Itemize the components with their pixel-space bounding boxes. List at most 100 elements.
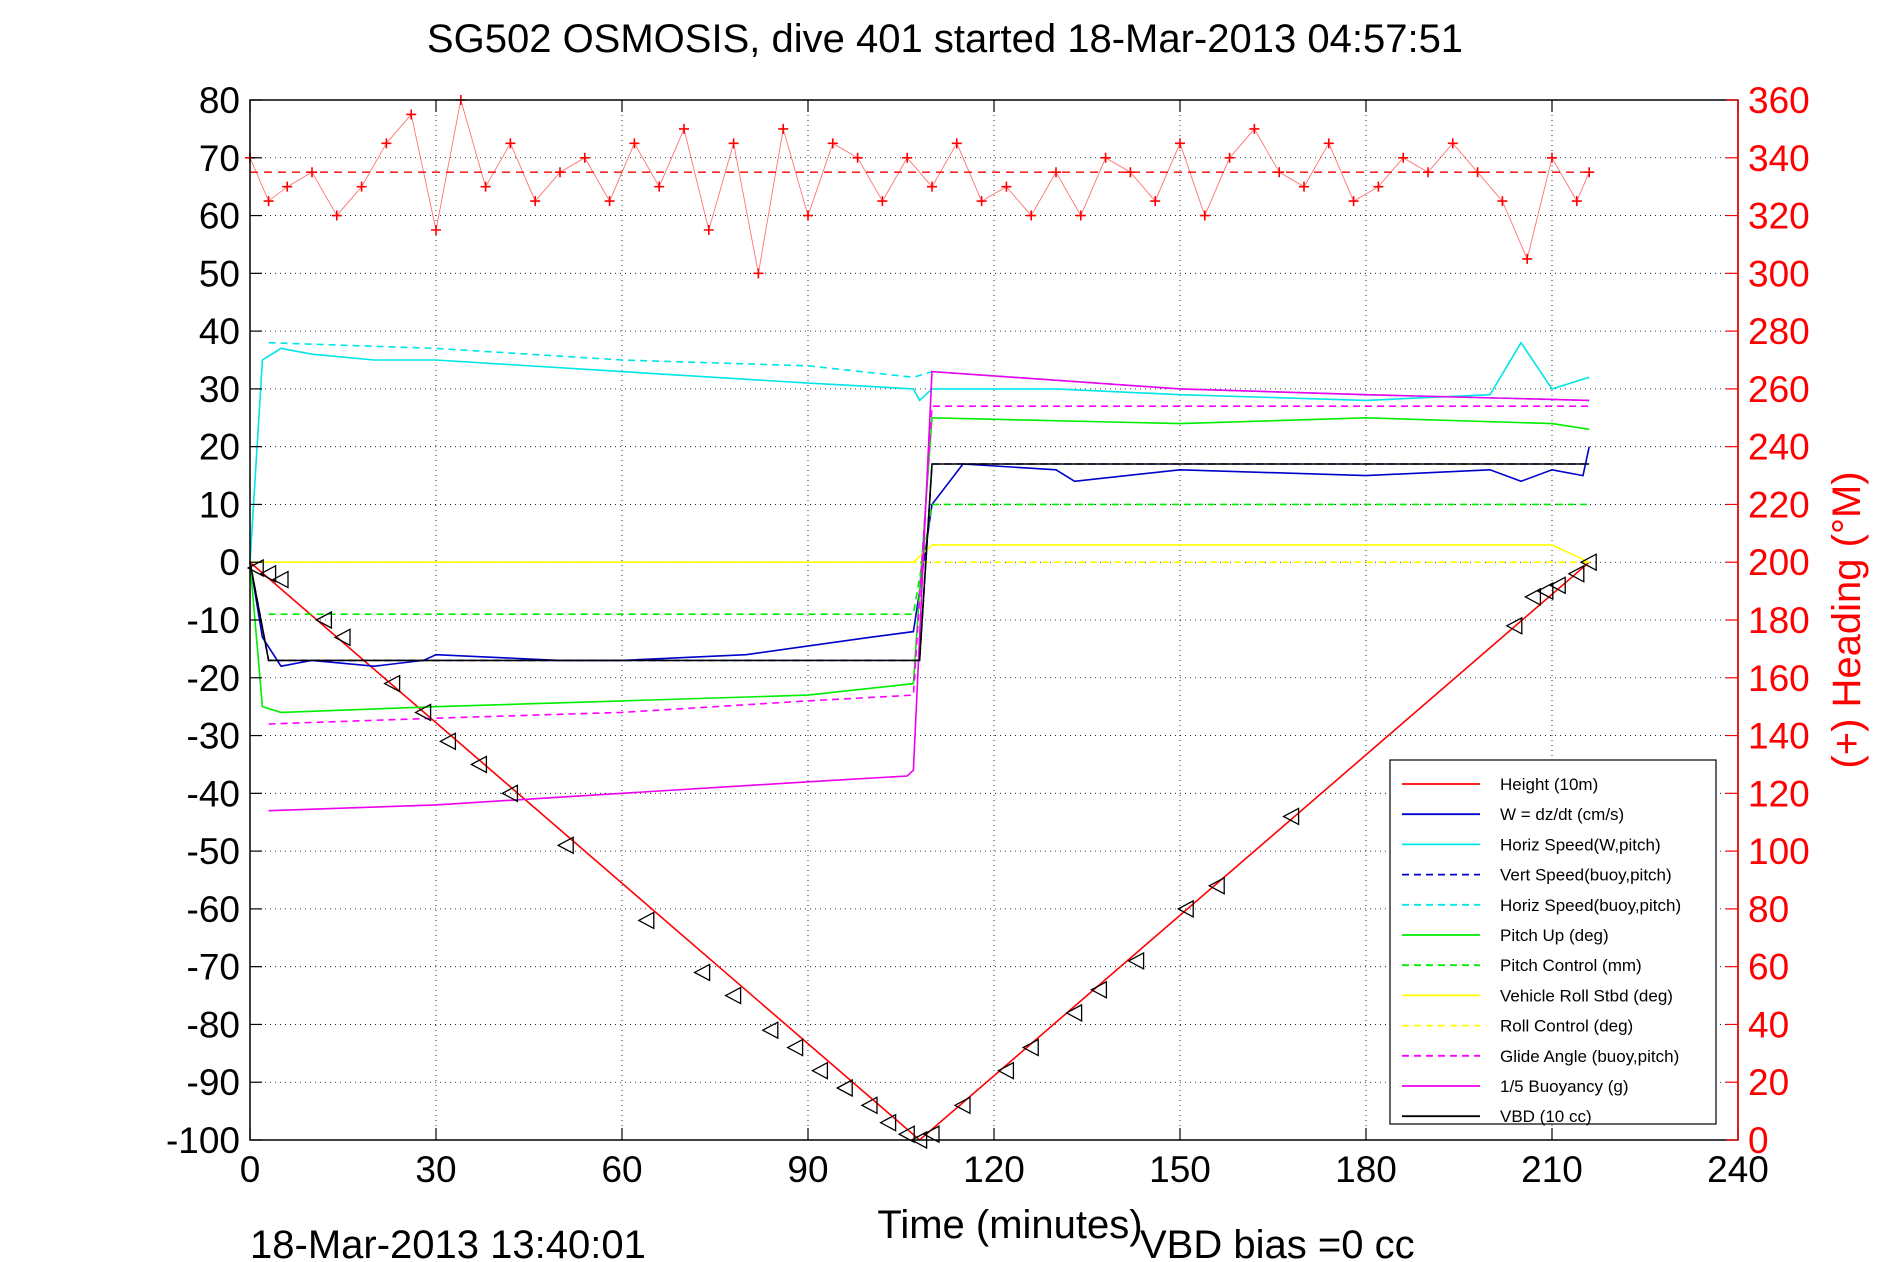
legend-label-4: Horiz Speed(buoy,pitch) (1500, 896, 1681, 915)
y2-tick-label: 220 (1748, 484, 1810, 525)
heading-point (530, 196, 541, 207)
x-tick-label: 150 (1149, 1149, 1211, 1190)
y-tick-label: 70 (199, 138, 240, 179)
heading-point (778, 123, 789, 134)
y2-tick-label: 320 (1748, 196, 1810, 237)
series-line-11 (249, 463, 1590, 662)
legend-label-10: 1/5 Buoyancy (g) (1500, 1077, 1629, 1096)
y2-tick-label: 60 (1748, 947, 1789, 988)
y2-tick-label: 100 (1748, 831, 1810, 872)
height-marker (786, 1038, 804, 1057)
heading-point (1299, 181, 1309, 192)
heading-point (555, 167, 565, 178)
legend-label-11: VBD (10 cc) (1500, 1107, 1592, 1126)
series-line-10 (268, 370, 1590, 812)
heading-point (1447, 138, 1458, 149)
heading-point (703, 225, 714, 235)
legend: Height (10m) W = dz/dt (cm/s) Horiz Speed(… (1389, 759, 1717, 1126)
y2-tick-label: 280 (1748, 311, 1810, 352)
series-line-7 (250, 544, 1590, 564)
y-tick-label: -90 (187, 1062, 240, 1103)
heading-point (1051, 167, 1061, 178)
y2-tick-label: 240 (1748, 427, 1810, 468)
x-tick-label: 60 (601, 1149, 642, 1190)
height-marker (1282, 807, 1300, 826)
height-marker (383, 674, 401, 693)
legend-label-1: W = dz/dt (cm/s) (1500, 805, 1624, 824)
heading-point (579, 152, 590, 163)
heading-point (1522, 253, 1533, 264)
y2-tick-label: 140 (1748, 716, 1810, 757)
series-layer (249, 341, 1590, 1142)
heading-point (654, 181, 665, 192)
height-marker (333, 628, 351, 647)
height-marker (556, 836, 574, 855)
heading-point (480, 181, 491, 192)
series-line-9 (268, 405, 1590, 725)
heading-point (1398, 152, 1409, 163)
legend-label-6: Pitch Control (mm) (1500, 956, 1642, 975)
heading-point (1373, 181, 1384, 192)
y-tick-labels: 80 70 60 50 40 30 20 10 0 -10 -20 -30 -40 -50 -60 -70 -8… (166, 80, 262, 1161)
heading-point (951, 138, 962, 149)
height-marker (761, 1021, 779, 1040)
height-marker (1090, 980, 1108, 999)
heading-point (1323, 138, 1334, 149)
y-tick-label: 50 (199, 253, 240, 294)
heading-point (1150, 196, 1161, 207)
series-line-5 (249, 416, 1590, 714)
heading-layer (245, 95, 1595, 279)
heading-point (505, 138, 516, 149)
y-tick-label: 60 (199, 196, 240, 237)
heading-point (877, 196, 888, 207)
heading-point (1249, 123, 1260, 134)
height-marker (1065, 1003, 1083, 1022)
height-marker (637, 911, 655, 930)
heading-point (1001, 181, 1012, 192)
heading-point (1423, 167, 1433, 178)
x-tick-label: 210 (1521, 1149, 1583, 1190)
legend-label-7: Vehicle Roll Stbd (deg) (1500, 986, 1673, 1005)
x-tick-label: 30 (415, 1149, 456, 1190)
heading-point (1199, 210, 1210, 221)
y-tick-label: 20 (199, 427, 240, 468)
y2-axis-label: (+) Heading (°M) (1825, 471, 1869, 768)
height-marker (1207, 876, 1225, 895)
y2-tick-label: 120 (1748, 773, 1810, 814)
height-marker (1536, 582, 1554, 601)
height-marker (693, 963, 711, 982)
height-marker (811, 1061, 829, 1080)
height-marker (997, 1061, 1015, 1080)
heading-point (282, 181, 293, 192)
y-tick-label: -70 (187, 947, 240, 988)
heading-point (1274, 167, 1285, 178)
heading-point (1547, 152, 1557, 163)
y-tick-label: 40 (199, 311, 240, 352)
height-marker (1176, 899, 1194, 918)
y-tick-label: -100 (166, 1120, 240, 1161)
heading-trace (249, 99, 1590, 274)
series-line-1 (249, 446, 1590, 668)
legend-label-8: Roll Control (deg) (1500, 1017, 1633, 1036)
heading-point (976, 196, 987, 207)
y-tick-label: -50 (187, 831, 240, 872)
height-marker (879, 1113, 897, 1132)
height-marker (501, 784, 519, 803)
heading-point (629, 138, 640, 149)
heading-point (902, 152, 913, 163)
x-tick-label: 240 (1707, 1149, 1769, 1190)
y2-tick-label: 200 (1748, 542, 1810, 583)
y2-tick-label: 340 (1748, 138, 1810, 179)
y-tick-label: -30 (187, 716, 240, 757)
height-marker (1127, 951, 1145, 970)
heading-point (753, 268, 764, 279)
heading-point (1472, 167, 1483, 178)
legend-box (1389, 759, 1717, 1125)
legend-label-0: Height (10m) (1500, 775, 1598, 794)
heading-point (331, 210, 342, 221)
heading-point (927, 181, 937, 192)
y2-tick-label: 20 (1748, 1062, 1789, 1103)
height-marker (259, 564, 277, 583)
heading-point (1100, 152, 1111, 163)
